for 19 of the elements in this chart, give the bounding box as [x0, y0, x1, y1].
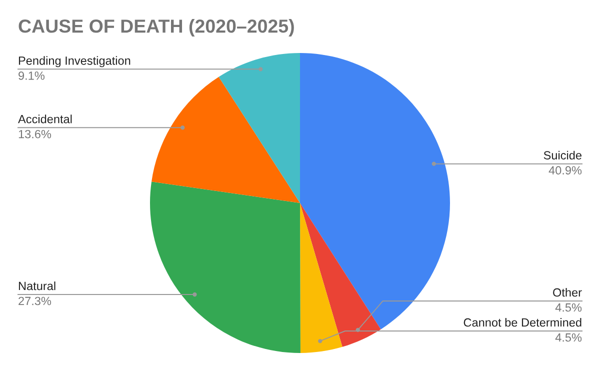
slice-label: Pending Investigation: [18, 56, 130, 68]
data-label: 40.9%: [548, 166, 582, 175]
pie-slice: [218, 53, 300, 203]
pie-slice: [152, 76, 300, 203]
slice-label: Accidental: [18, 114, 72, 124]
data-label: 4.5%: [555, 303, 582, 312]
pie-slice: [150, 182, 300, 353]
pie-slice: [300, 53, 450, 330]
data-label: 27.3%: [18, 296, 52, 306]
data-label: 4.5%: [555, 333, 582, 342]
slice-label: Suicide: [544, 150, 582, 160]
pie-slice: [300, 203, 342, 353]
data-label: 13.6%: [18, 130, 52, 138]
pie-slice: [300, 203, 381, 347]
data-label: 9.1%: [18, 71, 44, 80]
slice-label: Other: [553, 288, 582, 297]
slice-label: Cannot be Determined: [464, 318, 582, 327]
chart-title: CAUSE OF DEATH (2020–2025): [18, 19, 294, 36]
slice-label: Natural: [18, 282, 56, 290]
